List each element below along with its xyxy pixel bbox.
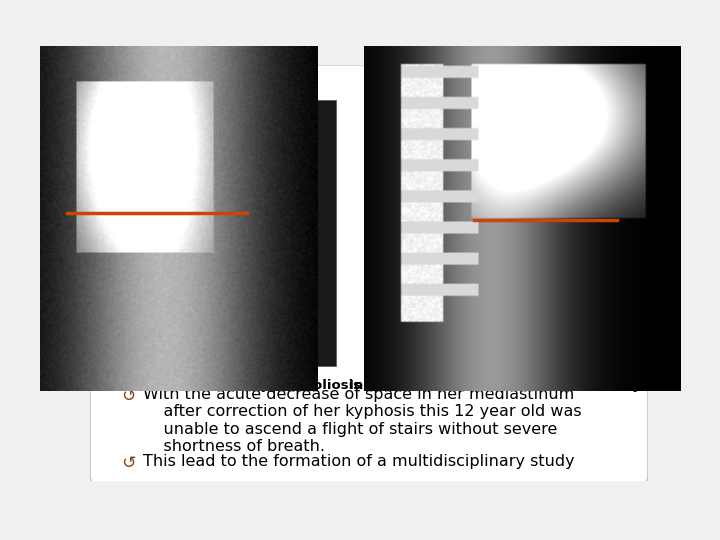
Text: ↺: ↺ <box>121 387 135 405</box>
Text: ↺: ↺ <box>121 454 135 471</box>
Text: Increased pectus excavatum deformity: Increased pectus excavatum deformity <box>348 379 641 392</box>
FancyBboxPatch shape <box>90 65 648 485</box>
FancyBboxPatch shape <box>121 100 336 366</box>
Text: With the acute decrease of space in her mediastinum
    after correction of her : With the acute decrease of space in her … <box>143 387 582 454</box>
FancyBboxPatch shape <box>372 100 617 366</box>
Text: Before correction of kyphoscoliosis: Before correction of kyphoscoliosis <box>96 379 361 392</box>
Text: This lead to the formation of a multidisciplinary study: This lead to the formation of a multidis… <box>143 454 575 469</box>
